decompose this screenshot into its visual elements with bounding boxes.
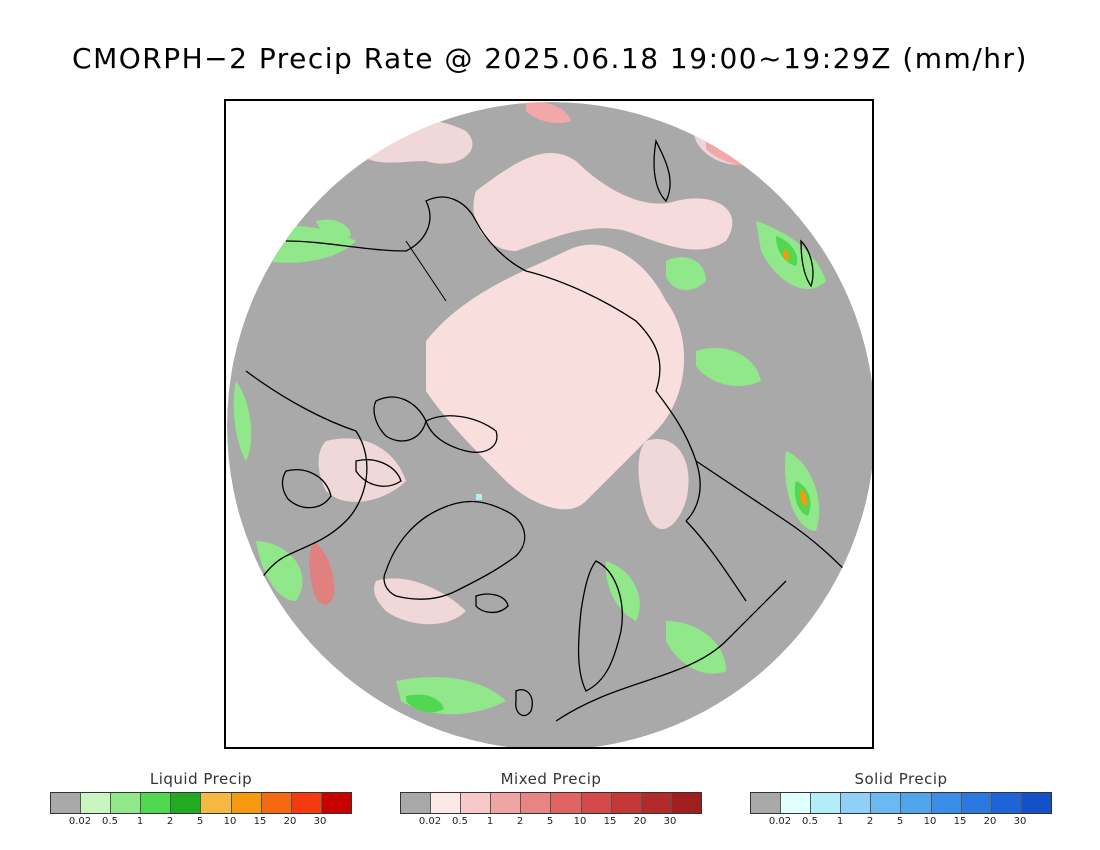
legend-tick-label: 0.5 <box>802 816 818 827</box>
legend-swatch <box>321 793 351 813</box>
legend-tick-label: 0.5 <box>452 816 468 827</box>
legend-tick-label: 5 <box>196 816 204 827</box>
legend-mixed: Mixed Precip 0.02 0.5 1 2 5 10 15 20 30 <box>400 770 702 828</box>
legend-tick-label: 10 <box>573 816 587 827</box>
legend-tick-label: 2 <box>166 816 174 827</box>
legend-tick-label: 20 <box>983 816 997 827</box>
legend-swatch <box>841 793 872 813</box>
legend-tick-label: 15 <box>603 816 617 827</box>
legend-tick-label: 15 <box>953 816 967 827</box>
legend-swatch <box>171 793 202 813</box>
mixed-precip-heavy <box>526 102 571 123</box>
legend-swatch <box>901 793 932 813</box>
legend-title: Mixed Precip <box>500 770 602 788</box>
legend-tick-label: 0.02 <box>68 816 92 827</box>
legend-swatch <box>641 793 672 813</box>
solid-precip-area <box>476 494 482 500</box>
legend-swatch <box>611 793 642 813</box>
legend-swatch <box>51 793 82 813</box>
legend-swatch <box>401 793 432 813</box>
legend-ticks: 0.02 0.5 1 2 5 10 15 20 30 <box>400 814 700 828</box>
legend-swatch <box>1021 793 1051 813</box>
legend-tick-label: 10 <box>223 816 237 827</box>
legend-tick-label: 20 <box>633 816 647 827</box>
legend-swatch <box>751 793 782 813</box>
legend-swatch <box>461 793 492 813</box>
legend-tick-label: 10 <box>923 816 937 827</box>
legend-swatch <box>811 793 842 813</box>
legend-tick-label: 1 <box>486 816 494 827</box>
legend-swatch <box>291 793 322 813</box>
legend-tick-label: 5 <box>546 816 554 827</box>
legend-swatch <box>141 793 172 813</box>
legend-swatch <box>991 793 1022 813</box>
coastlines <box>240 138 857 722</box>
legend-swatch <box>581 793 612 813</box>
legend-swatch <box>931 793 962 813</box>
legend-swatch <box>781 793 812 813</box>
legend-swatch <box>521 793 552 813</box>
legend-tick-label: 30 <box>313 816 327 827</box>
legend-tick-label: 0.02 <box>418 816 442 827</box>
legend-swatch <box>231 793 262 813</box>
legend-tick-label: 2 <box>866 816 874 827</box>
legend-tick-label: 30 <box>1013 816 1027 827</box>
legend-ticks: 0.02 0.5 1 2 5 10 15 20 30 <box>50 814 350 828</box>
legend-ticks: 0.02 0.5 1 2 5 10 15 20 30 <box>750 814 1050 828</box>
legend-title: Solid Precip <box>854 770 948 788</box>
legend-swatch <box>81 793 112 813</box>
mixed-precip-area <box>473 152 733 251</box>
legend-title: Liquid Precip <box>149 770 253 788</box>
legend-colorbar <box>400 792 702 814</box>
legend-swatch <box>111 793 142 813</box>
polar-map <box>224 99 874 749</box>
legend-tick-label: 1 <box>836 816 844 827</box>
legend-swatch <box>261 793 292 813</box>
legend-swatch <box>201 793 232 813</box>
legend-tick-label: 1 <box>136 816 144 827</box>
legend-swatch <box>551 793 582 813</box>
legend-tick-label: 5 <box>896 816 904 827</box>
legend-tick-label: 20 <box>283 816 297 827</box>
legend-colorbar <box>50 792 352 814</box>
legend-swatch <box>431 793 462 813</box>
legend-swatch <box>491 793 522 813</box>
legend-solid: Solid Precip 0.02 0.5 1 2 5 10 15 20 30 <box>750 770 1052 828</box>
legend-swatch <box>671 793 701 813</box>
liquid-precip-heavy <box>783 249 808 507</box>
chart-title: CMORPH−2 Precip Rate @ 2025.06.18 19:00~… <box>72 42 1028 75</box>
map-svg <box>226 101 872 747</box>
mixed-precip-heavy <box>309 541 335 605</box>
border-line <box>405 240 447 302</box>
legend-swatch <box>961 793 992 813</box>
mixed-precip-area <box>374 578 466 625</box>
legend-tick-label: 30 <box>663 816 677 827</box>
legend-tick-label: 2 <box>516 816 524 827</box>
legend-tick-label: 0.5 <box>102 816 118 827</box>
legend-swatch <box>871 793 902 813</box>
legend-liquid: Liquid Precip 0.02 0.5 1 2 5 10 15 20 30 <box>50 770 352 828</box>
legend-tick-label: 0.02 <box>768 816 792 827</box>
legend-tick-label: 15 <box>253 816 267 827</box>
mixed-precip-area <box>638 439 689 530</box>
legend-colorbar <box>750 792 1052 814</box>
